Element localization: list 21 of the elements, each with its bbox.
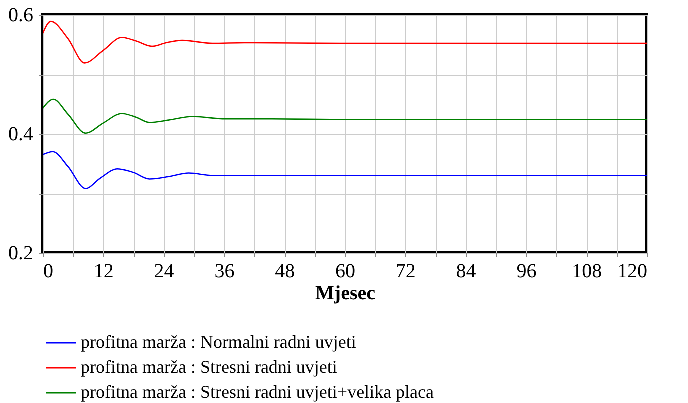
line-series <box>43 98 647 134</box>
x-axis-title: Mjesec <box>316 282 376 304</box>
line-series <box>43 151 647 190</box>
x-tick-label: 12 <box>94 260 114 282</box>
x-tick-label: 36 <box>214 260 235 282</box>
legend-label: profitna marža : Normalni radni uvjeti <box>81 332 356 352</box>
line-series <box>43 20 647 64</box>
x-tick-label: 0 <box>44 260 54 282</box>
legend-label: profitna marža : Stresni radni uvjeti+velika placa <box>81 382 434 402</box>
x-tick-label: 48 <box>275 260 296 282</box>
y-tick-label: 0.2 <box>8 242 34 264</box>
legend-label: profitna marža : Stresni radni uvjeti <box>81 357 338 377</box>
x-tick-label: 24 <box>154 260 174 282</box>
x-tick-label: 60 <box>336 260 356 282</box>
x-tick-label: 84 <box>456 260 476 282</box>
x-tick-label: 96 <box>516 260 537 282</box>
y-tick-label: 0.4 <box>8 124 34 146</box>
x-tick-label: 108 <box>572 260 602 282</box>
y-tick-label: 0.6 <box>8 4 34 26</box>
x-tick-label: 72 <box>396 260 416 282</box>
x-tick-label: 120 <box>618 260 648 282</box>
